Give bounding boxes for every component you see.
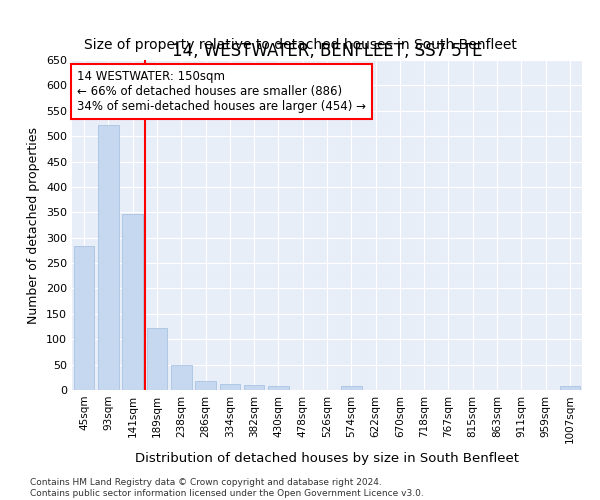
Bar [220, 384, 240, 390]
Bar [244, 385, 265, 390]
Y-axis label: Number of detached properties: Number of detached properties [28, 126, 40, 324]
Text: Size of property relative to detached houses in South Benfleet: Size of property relative to detached ho… [83, 38, 517, 52]
Title: 14, WESTWATER, BENFLEET, SS7 5TE: 14, WESTWATER, BENFLEET, SS7 5TE [172, 42, 482, 60]
Bar [195, 382, 216, 390]
Bar [98, 125, 119, 390]
Bar [560, 386, 580, 390]
Text: 14 WESTWATER: 150sqm
← 66% of detached houses are smaller (886)
34% of semi-deta: 14 WESTWATER: 150sqm ← 66% of detached h… [77, 70, 366, 113]
Bar [74, 246, 94, 390]
Bar [122, 214, 143, 390]
Bar [268, 386, 289, 390]
Text: Contains HM Land Registry data © Crown copyright and database right 2024.
Contai: Contains HM Land Registry data © Crown c… [30, 478, 424, 498]
X-axis label: Distribution of detached houses by size in South Benfleet: Distribution of detached houses by size … [135, 452, 519, 464]
Bar [341, 386, 362, 390]
Bar [171, 365, 191, 390]
Bar [146, 328, 167, 390]
